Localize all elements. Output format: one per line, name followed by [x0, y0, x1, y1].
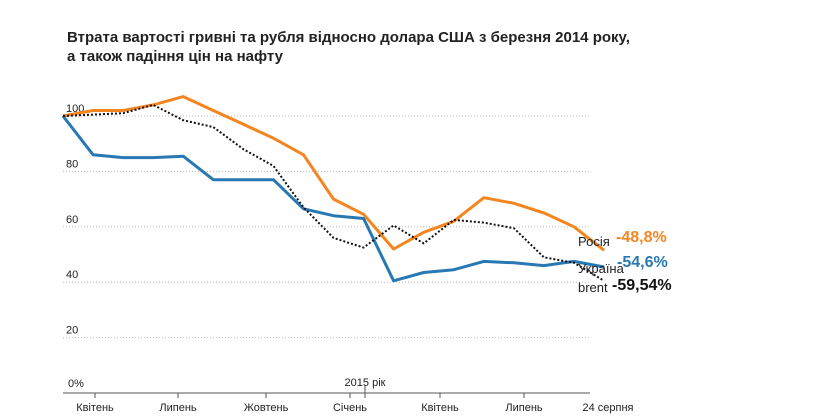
series-name-label-1: Україна	[578, 261, 625, 276]
series-value-label-0: -48,8%	[616, 229, 667, 246]
y-tick-label-60: 60	[66, 214, 78, 226]
chart-title-line-2: а також падіння цін на нафту	[67, 48, 283, 65]
x-tick-label-6: 24 серпня	[582, 402, 633, 414]
series-line-1	[61, 115, 605, 283]
y-tick-label-40: 40	[66, 269, 78, 281]
chart-title-line-1: Втрата вартості гривні та рубля відносно…	[67, 29, 630, 46]
x-tick-label-3: Січень	[333, 402, 367, 414]
series-value-label-1: -54,6%	[617, 254, 668, 271]
series-name-label-2: brent	[578, 280, 608, 295]
series-value-label-2: -59,54%	[612, 277, 672, 294]
series-line-0	[62, 95, 606, 252]
x-tick-label-0: Квітень	[76, 402, 114, 414]
chart-title: Втрата вартості гривні та рубля відносно…	[67, 28, 767, 66]
x-tick-label-1: Липень	[159, 402, 197, 414]
y-tick-label-80: 80	[66, 158, 78, 170]
x-tick-label-2: Жовтень	[244, 402, 289, 414]
series-name-label-0: Росія	[578, 234, 610, 249]
year-label: 2015 рік	[345, 377, 386, 389]
y-tick-label-20: 20	[66, 325, 78, 337]
y-tick-label-0: 0%	[68, 378, 84, 390]
x-tick-label-5: Липень	[505, 402, 543, 414]
series-line-2	[62, 103, 605, 282]
x-tick-label-4: Квітень	[421, 402, 459, 414]
